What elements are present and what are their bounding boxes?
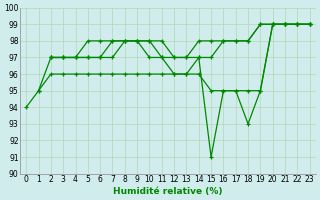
X-axis label: Humidité relative (%): Humidité relative (%) — [113, 187, 223, 196]
